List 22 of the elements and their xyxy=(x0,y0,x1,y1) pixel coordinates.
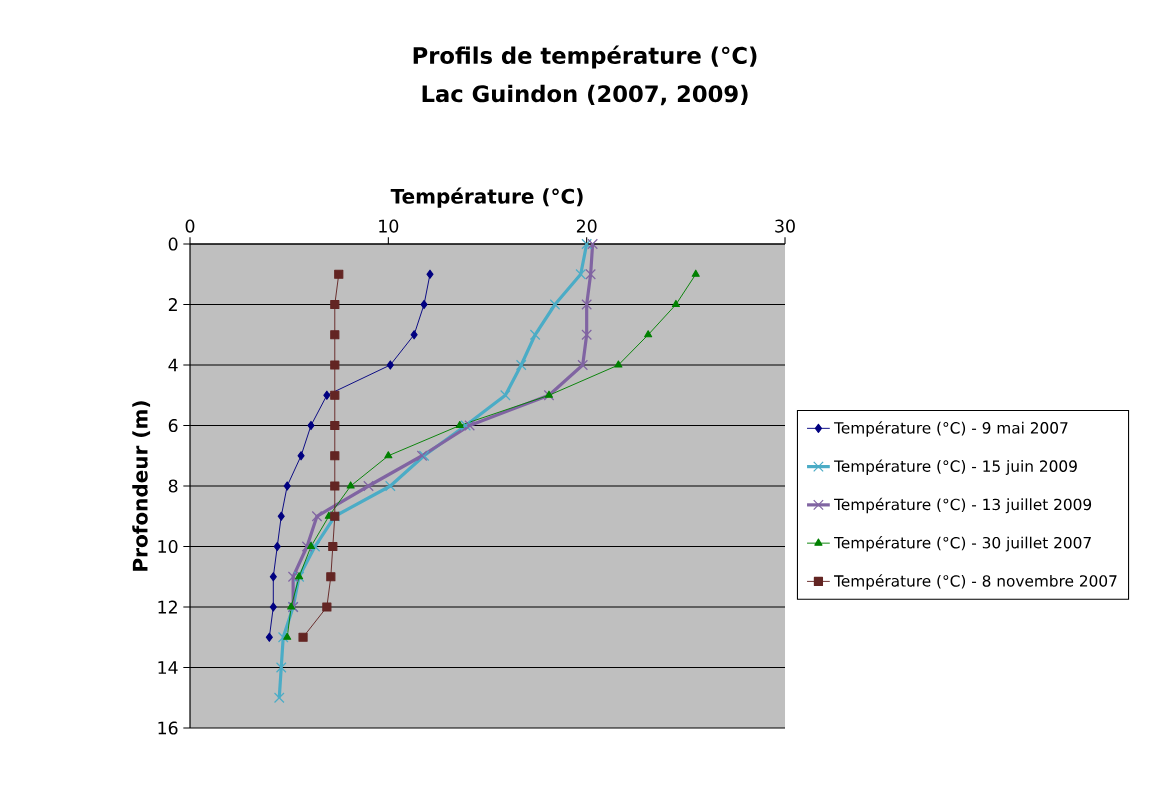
x-tick-label: 30 xyxy=(775,219,795,233)
chart-subtitle: Lac Guindon (2007, 2009) xyxy=(422,84,748,106)
y-tick-label: 0 xyxy=(168,237,178,251)
y-axis-title: Profondeur (m) xyxy=(132,401,151,571)
y-tick-label: 12 xyxy=(158,600,177,614)
y-tick-label: 2 xyxy=(168,298,177,311)
y-tick-label: 6 xyxy=(168,418,178,433)
legend-label: Température (°C) - 9 mai 2007 xyxy=(834,421,1068,437)
y-tick-label: 4 xyxy=(168,358,178,372)
y-tick-label: 8 xyxy=(168,479,178,493)
x-tick-label: 10 xyxy=(379,219,399,233)
x-tick-label: 0 xyxy=(185,219,195,233)
x-tick-label: 20 xyxy=(576,219,597,233)
legend-label: Température (°C) - 8 novembre 2007 xyxy=(834,574,1117,590)
x-axis-title: Température (°C) xyxy=(390,187,583,208)
y-tick-label: 14 xyxy=(158,661,178,674)
legend-label: Température (°C) - 30 juillet 2007 xyxy=(834,536,1091,552)
chart-title: Profils de température (°C) xyxy=(413,45,757,69)
y-tick-label: 10 xyxy=(158,539,178,554)
y-tick-label: 16 xyxy=(158,721,178,735)
legend-label: Température (°C) - 15 juin 2009 xyxy=(834,459,1077,475)
legend-label: Température (°C) - 13 juillet 2009 xyxy=(834,497,1092,514)
